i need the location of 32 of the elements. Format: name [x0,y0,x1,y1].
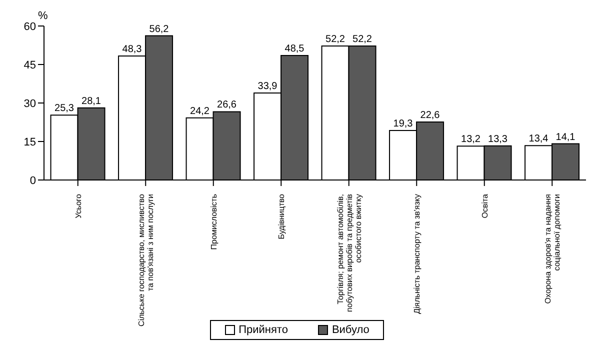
y-axis-title: % [38,10,48,22]
data-label: 48,3 [122,44,142,56]
data-label: 56,2 [149,24,170,35]
data-label: 24,2 [190,106,210,117]
y-tick-label: 0 [30,174,36,187]
data-label: 48,5 [284,44,305,55]
x-tick-label: Сільське господарство, мисливство та пов'язані з ним послуги [137,193,156,326]
data-label: 33,9 [258,80,278,92]
data-label: 25,3 [54,103,74,114]
data-label: 13,2 [461,134,481,146]
data-label: 52,2 [326,34,346,46]
y-tick-label: 30 [24,98,36,110]
x-tick-label: Торгівля; ремонт автомобілів, побутових виробів та предметів особистого вжитку [336,194,363,312]
x-tick-label: Охорона здоров'я та надання соціальної допомоги [544,194,562,304]
x-tick-label: Освіта [480,193,490,218]
x-tick-label: Будівництво [277,193,286,240]
x-tick-label: Усього [74,193,83,218]
x-tick-label: Діяльність транспорту та зв'язку [412,194,422,314]
y-tick-label: 60 [24,20,36,33]
legend-label: Вибуло [330,324,370,336]
x-tick-label: Промисловість [209,194,218,250]
y-tick-label: 45 [24,59,36,72]
data-label: 13,3 [488,134,508,145]
data-label: 52,2 [352,34,372,46]
data-label: 19,3 [393,118,414,130]
data-label: 13,4 [528,134,549,145]
data-label: 14,1 [556,132,576,143]
data-label: 28,1 [82,96,102,107]
y-tick-label: 15 [24,136,36,148]
legend-label: Прийнято [238,324,288,336]
data-label: 26,6 [217,100,237,111]
data-label: 22,6 [420,110,440,121]
